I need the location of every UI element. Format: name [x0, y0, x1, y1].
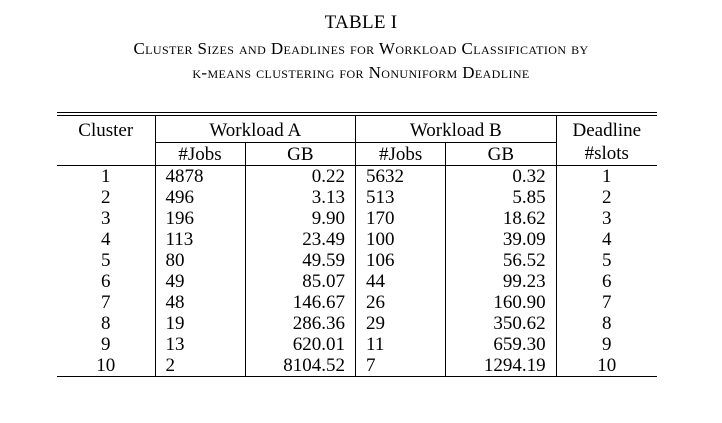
header-slots: #slots [556, 142, 657, 166]
cell-cluster: 9 [57, 334, 156, 355]
cell-a-jobs: 2 [155, 355, 246, 377]
top-rule-outer [57, 112, 657, 113]
top-rule-inner [57, 115, 657, 116]
cell-b-jobs: 106 [355, 250, 447, 271]
cell-cluster: 2 [57, 187, 156, 208]
cell-a-gb: 8104.52 [245, 355, 357, 377]
table-row: 9 13 620.01 11 659.30 9 [57, 334, 657, 355]
cell-deadline: 8 [602, 313, 612, 334]
cell-b-jobs: 44 [355, 271, 447, 292]
cell-b-jobs: 7 [355, 355, 447, 377]
cell-deadline: 5 [602, 250, 612, 271]
cell-deadline: 6 [602, 271, 612, 292]
cell-cluster: 5 [57, 250, 156, 271]
header-gb-a: GB [245, 142, 357, 166]
cell-cluster: 4 [57, 229, 156, 250]
cell-b-gb: 39.09 [445, 229, 557, 250]
header-workload-b: Workload B [355, 116, 557, 143]
table-caption: Cluster Sizes and Deadlines for Workload… [0, 37, 722, 85]
cell-a-gb: 0.22 [245, 165, 357, 187]
cell-deadline: 7 [602, 292, 612, 313]
cell-deadline: 1 [602, 166, 612, 187]
cell-cluster: 8 [57, 313, 156, 334]
cell-deadline: 3 [602, 208, 612, 229]
table-label: TABLE I [324, 12, 398, 33]
cell-a-jobs: 496 [155, 187, 246, 208]
cell-a-jobs: 80 [155, 250, 246, 271]
cell-a-jobs: 13 [155, 334, 246, 355]
header-workload-a: Workload A [155, 116, 357, 143]
cell-b-jobs: 5632 [355, 165, 447, 187]
cell-cluster: 7 [57, 292, 156, 313]
caption-line-2: k-means clustering for Nonuniform Deadli… [192, 63, 530, 82]
table-row: 1 4878 0.22 5632 0.32 1 [57, 165, 657, 187]
cell-deadline: 9 [602, 334, 612, 355]
cell-cluster: 1 [57, 165, 156, 187]
cell-b-gb: 0.32 [445, 165, 557, 187]
cell-deadline: 10 [556, 355, 657, 377]
table-row: 10 2 8104.52 7 1294.19 10 [57, 355, 657, 377]
cell-cluster: 10 [57, 355, 156, 377]
cell-a-gb: 146.67 [245, 292, 357, 313]
cell-b-gb: 1294.19 [445, 355, 557, 377]
header-gb-b: GB [445, 142, 557, 166]
cell-cluster: 6 [57, 271, 156, 292]
cell-b-jobs: 170 [355, 208, 447, 229]
cell-b-jobs: 26 [355, 292, 447, 313]
cell-a-jobs: 48 [155, 292, 246, 313]
cell-deadline: 2 [602, 187, 612, 208]
cell-a-gb: 23.49 [245, 229, 357, 250]
cell-a-gb: 620.01 [245, 334, 357, 355]
cluster-table: Cluster Workload A Workload B Deadline #… [57, 116, 657, 377]
header-cluster: Cluster [57, 116, 156, 143]
cell-a-jobs: 4878 [155, 165, 246, 187]
cell-deadline: 4 [602, 229, 612, 250]
cell-a-jobs: 196 [155, 208, 246, 229]
cell-b-gb: 56.52 [445, 250, 557, 271]
header-jobs-b: #Jobs [355, 142, 447, 166]
table-row: 5 80 49.59 106 56.52 5 [57, 250, 657, 271]
cell-b-gb: 350.62 [445, 313, 557, 334]
cell-a-jobs: 49 [155, 271, 246, 292]
cell-a-gb: 286.36 [245, 313, 357, 334]
header-cluster-blank [57, 142, 156, 166]
cell-cluster: 3 [57, 208, 156, 229]
cell-b-gb: 160.90 [445, 292, 557, 313]
header-deadline: Deadline [572, 119, 642, 141]
table-row: 6 49 85.07 44 99.23 6 [57, 271, 657, 292]
table-row: 8 19 286.36 29 350.62 8 [57, 313, 657, 334]
cell-b-gb: 5.85 [445, 187, 557, 208]
cell-b-jobs: 29 [355, 313, 447, 334]
cell-a-jobs: 113 [155, 229, 246, 250]
cell-a-gb: 49.59 [245, 250, 357, 271]
cell-b-jobs: 100 [355, 229, 447, 250]
table-row: 3 196 9.90 170 18.62 3 [57, 208, 657, 229]
header-jobs-a: #Jobs [155, 142, 246, 166]
header-row-2: #Jobs GB #Jobs GB #slots [57, 142, 657, 166]
table-row: 4 113 23.49 100 39.09 4 [57, 229, 657, 250]
cell-a-gb: 3.13 [245, 187, 357, 208]
table-row: 7 48 146.67 26 160.90 7 [57, 292, 657, 313]
table-row: 2 496 3.13 513 5.85 2 [57, 187, 657, 208]
cell-a-gb: 9.90 [245, 208, 357, 229]
cell-a-gb: 85.07 [245, 271, 357, 292]
caption-line-1: Cluster Sizes and Deadlines for Workload… [133, 39, 589, 58]
cell-b-jobs: 513 [355, 187, 447, 208]
header-row-1: Cluster Workload A Workload B Deadline [57, 116, 657, 143]
cell-b-jobs: 11 [355, 334, 447, 355]
cell-b-gb: 99.23 [445, 271, 557, 292]
cell-b-gb: 659.30 [445, 334, 557, 355]
data-table-container: Cluster Workload A Workload B Deadline #… [57, 116, 657, 377]
cell-a-jobs: 19 [155, 313, 246, 334]
cell-b-gb: 18.62 [445, 208, 557, 229]
